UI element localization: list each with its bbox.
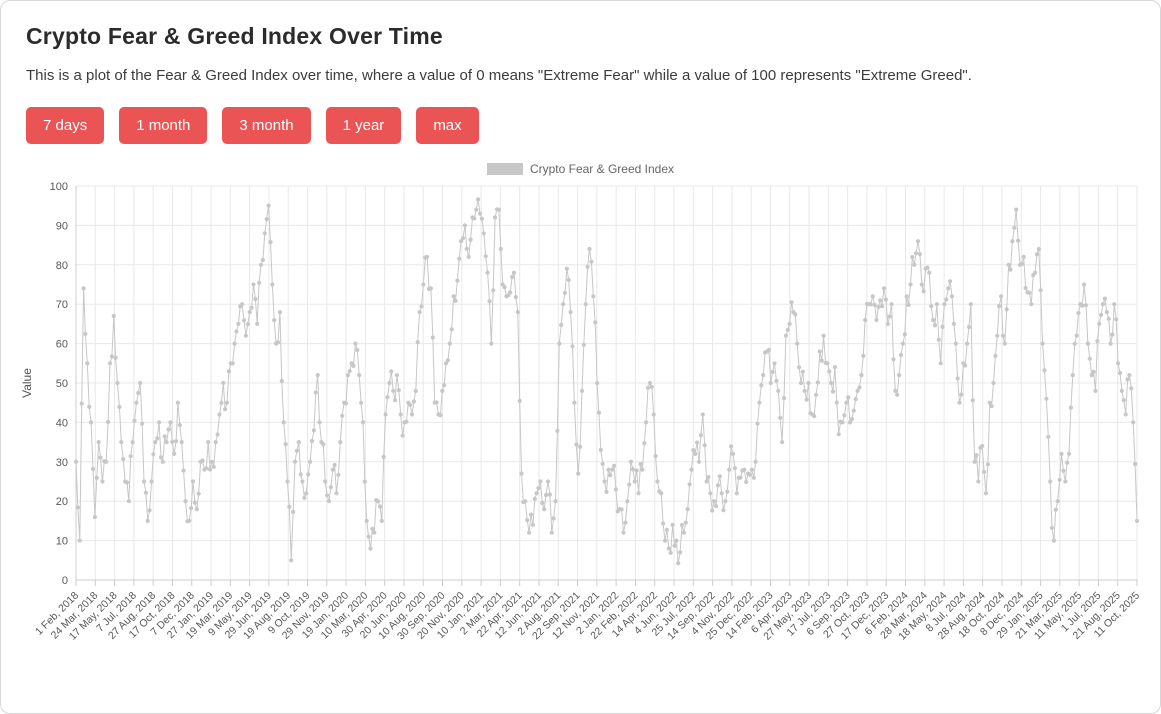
legend-label: Crypto Fear & Greed Index — [529, 162, 675, 176]
y-tick-label: 60 — [56, 339, 68, 351]
range-button-7-days[interactable]: 7 days — [26, 107, 105, 144]
y-tick-label: 80 — [56, 260, 68, 272]
page-title: Crypto Fear & Greed Index Over Time — [26, 23, 443, 49]
axes — [75, 186, 1138, 586]
legend-swatch — [486, 163, 523, 175]
series-fear-greed-index — [73, 197, 1140, 566]
y-axis-title: Value — [20, 368, 34, 398]
range-button-1-year[interactable]: 1 year — [325, 107, 402, 144]
y-tick-label: 90 — [56, 220, 68, 232]
y-tick-label: 40 — [56, 417, 68, 429]
range-button-max[interactable]: max — [416, 107, 479, 144]
y-tick-label: 100 — [50, 181, 68, 193]
y-tick-label: 50 — [56, 378, 68, 390]
y-tick-label: 30 — [56, 457, 68, 469]
range-button-1-month[interactable]: 1 month — [119, 107, 208, 144]
y-tick-label: 10 — [56, 536, 68, 548]
range-buttons: 7 days 1 month 3 month 1 year max — [26, 107, 1135, 144]
y-axis-labels: 0 10 20 30 40 50 60 70 80 90 100 Value — [20, 181, 68, 587]
grid-lines — [75, 185, 1138, 580]
y-tick-label: 0 — [62, 575, 68, 587]
page-description: This is a plot of the Fear & Greed Index… — [26, 67, 972, 84]
chart-legend[interactable]: Crypto Fear & Greed Index — [1, 160, 1160, 178]
y-tick-label: 70 — [56, 299, 68, 311]
range-button-3-month[interactable]: 3 month — [222, 107, 311, 144]
y-tick-label: 20 — [56, 496, 68, 508]
chart: Crypto Fear & Greed Index 1 Feb, 2018 24 … — [1, 160, 1160, 680]
